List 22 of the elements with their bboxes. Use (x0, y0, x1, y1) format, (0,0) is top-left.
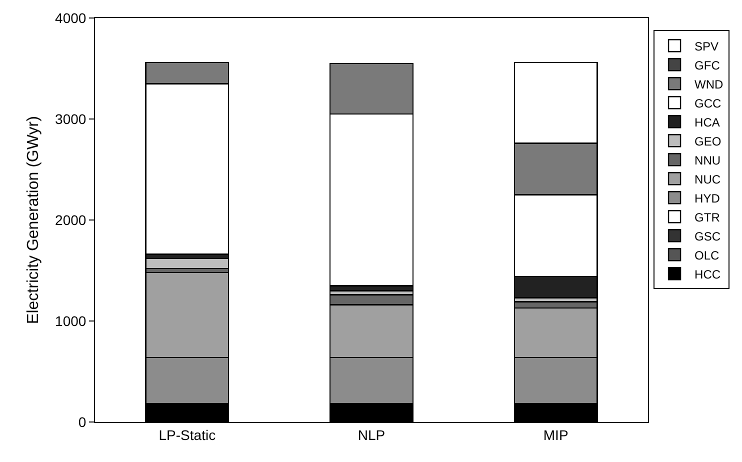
y-tick-label: 2000 (55, 212, 86, 228)
legend-label: WND (694, 77, 724, 92)
legend-label: GSC (694, 229, 721, 244)
legend-label: HCC (694, 267, 721, 282)
legend-label: HCA (694, 115, 720, 130)
legend-label: GTR (694, 210, 720, 224)
y-tick-label: 4000 (55, 10, 86, 26)
legend-label: OLC (694, 248, 720, 262)
x-tick-label: LP-Static (158, 426, 216, 443)
legend-label: HYD (694, 191, 720, 206)
legend-label: NNU (694, 153, 721, 168)
legend-label: GEO (694, 134, 722, 148)
y-tick-label: 0 (78, 414, 86, 430)
x-tick-label: NLP (358, 426, 386, 443)
x-tick-label: MIP (543, 426, 568, 443)
legend-label: NUC (694, 172, 721, 186)
legend-label: GFC (694, 58, 720, 72)
y-axis-title: Electricity Generation (GWyr) (24, 116, 42, 324)
y-tick-label: 1000 (55, 312, 86, 329)
legend-label: GCC (694, 96, 722, 110)
y-tick-label: 3000 (55, 110, 86, 127)
legend-label: SPV (694, 39, 719, 54)
